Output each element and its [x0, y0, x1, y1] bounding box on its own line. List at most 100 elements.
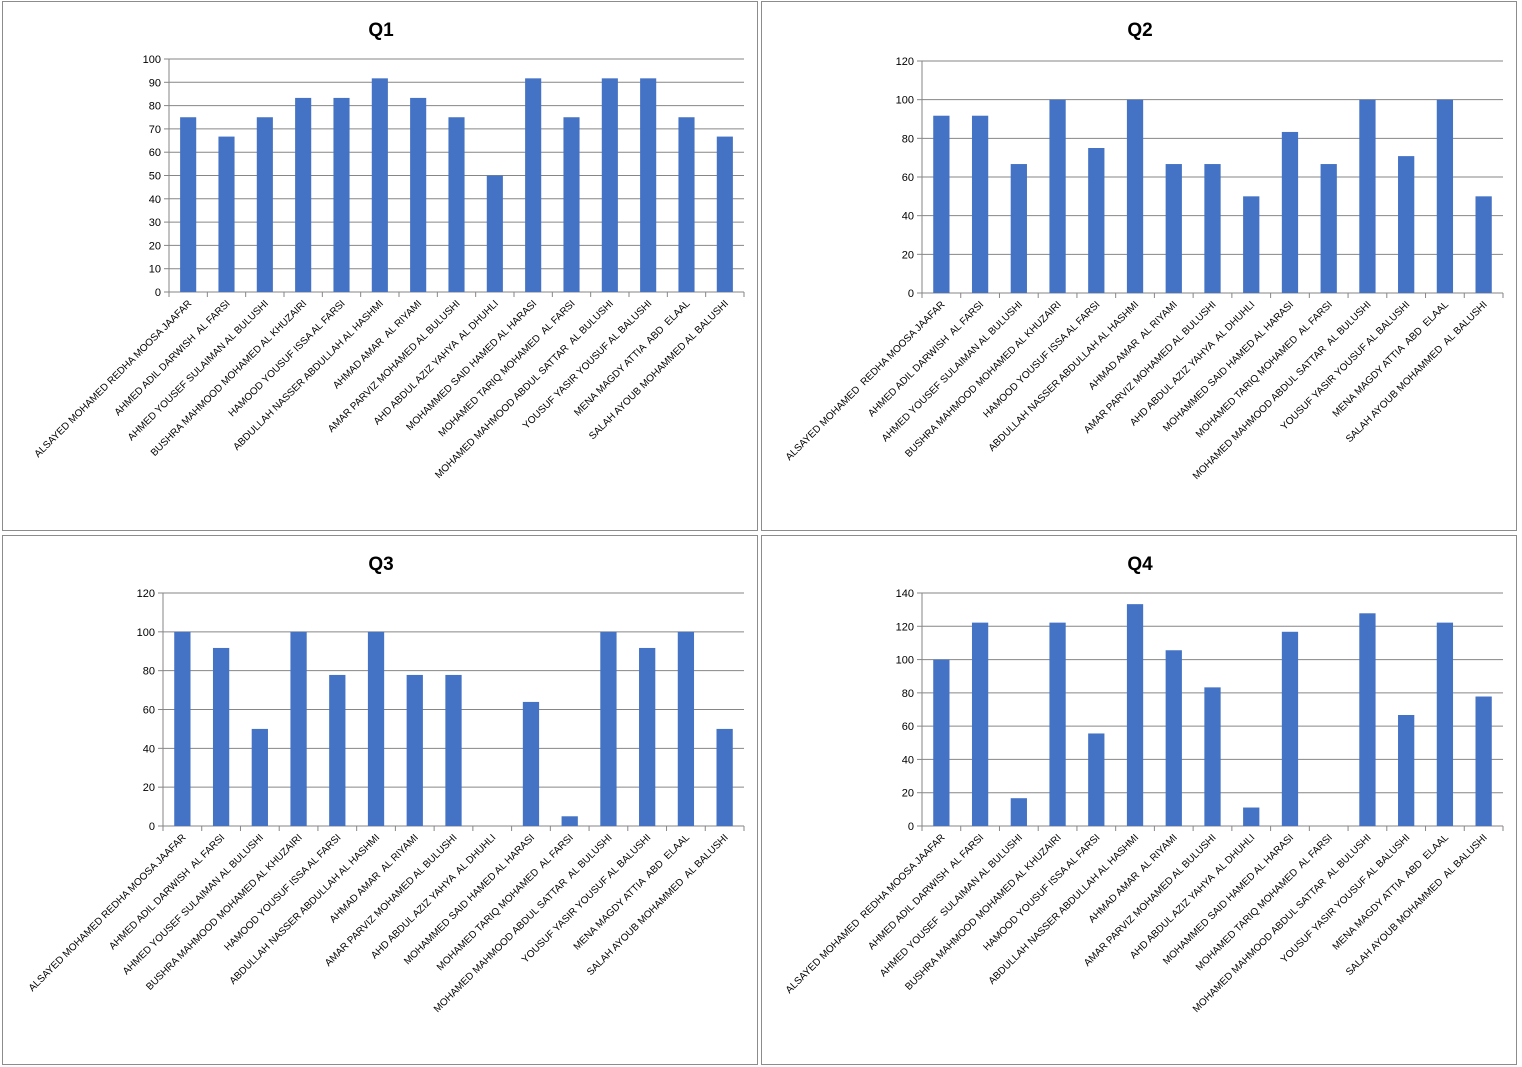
bar [445, 674, 462, 826]
bar [295, 97, 312, 292]
bar [486, 175, 503, 292]
chart-panel-q1: Q1 0 10 20 30 40 50 60 70 80 90 100 ALSAYED MOHAMED … [2, 1, 758, 531]
bar [678, 117, 695, 292]
x-tick-label: MOHAMED MAHMOOD ABDUL SATTAR AL BULUSHI [433, 298, 616, 481]
y-tick-label: 90 [149, 77, 161, 89]
x-tick-label: AHMED YOUSEF SULAIMAN AL BULUSHI [121, 832, 266, 977]
y-tick-label: 20 [149, 240, 161, 252]
y-tick-label: 0 [908, 821, 914, 833]
y-tick-label: 80 [143, 666, 155, 678]
bar [563, 117, 580, 292]
bar [716, 728, 733, 826]
x-tick-label: MOHAMED TARIQ MOHAMED AL FARSI [435, 832, 576, 973]
bar [971, 622, 989, 826]
bar [174, 631, 191, 826]
bar [561, 816, 578, 826]
bar [1320, 164, 1337, 293]
bar [677, 631, 695, 826]
y-tick-label: 80 [149, 101, 161, 113]
bar [1359, 613, 1376, 826]
bar [410, 97, 427, 292]
bar [367, 631, 385, 826]
x-tick-label: MOHAMED MAHMOOD ABDUL SATTAR AL BULUSHI [432, 832, 615, 1015]
x-tick-label: SALAH AYOUB MOHAMMED AL BALUSHI [1344, 299, 1490, 445]
y-tick-label: 0 [149, 821, 155, 833]
bar [180, 117, 197, 292]
x-tick-label: AHMED YOUSEF SULAIMAN AL BULUSHI [126, 298, 271, 443]
bar [1475, 196, 1492, 293]
y-tick-label: 0 [155, 287, 161, 299]
y-tick-label: 60 [902, 172, 914, 184]
bar [1088, 148, 1105, 293]
chart-panel-q4: Q4 0 20 40 60 80 100 120 140 ALSAYED MOHAMED REDH… [761, 535, 1517, 1065]
bar [1049, 622, 1066, 826]
bar [716, 136, 733, 292]
chart-title: Q2 [1127, 20, 1152, 41]
bar [600, 631, 617, 826]
bar [1010, 798, 1027, 826]
bar [1398, 156, 1415, 293]
y-tick-label: 20 [902, 249, 914, 261]
bar [1475, 696, 1492, 826]
y-tick-label: 100 [896, 95, 914, 107]
bar [1165, 164, 1182, 293]
x-tick-label: AHMED YOUSEF SULAIMAN AL BULUSHI [880, 299, 1025, 444]
y-tick-label: 140 [896, 588, 914, 600]
y-tick-label: 20 [902, 788, 914, 800]
bar [406, 674, 423, 826]
bar [639, 647, 656, 826]
x-tick-label: MOHAMED TARIQ MOHAMED AL FARSI [1194, 299, 1335, 440]
y-tick-label: 60 [149, 147, 161, 159]
bar [218, 136, 235, 292]
x-tick-label: AHMED YOUSEF SULAIMAN AL BULUSHI [878, 832, 1025, 979]
chart-title: Q4 [1127, 554, 1153, 575]
bar [640, 78, 657, 293]
y-tick-label: 100 [143, 54, 161, 66]
x-tick-label: ABDULLAH NASSER ABDULLAH AL HASHMI [987, 832, 1141, 986]
chart-panel-q2: Q2 0 20 40 60 80 100 120 ALSAYED MOHAMED REDHA M… [761, 1, 1517, 531]
x-tick-label: MOHAMED MAHMOOD ABDUL SATTAR AL BULUSHI [1191, 832, 1374, 1015]
y-tick-label: 120 [896, 621, 914, 633]
y-tick-label: 40 [143, 743, 155, 755]
bar [1359, 99, 1376, 294]
y-tick-label: 30 [149, 217, 161, 229]
bar [971, 115, 989, 293]
bar [448, 117, 465, 292]
bar [1165, 650, 1182, 826]
bar [371, 78, 388, 293]
x-tick-label: MOHAMED MAHMOOD ABDUL SATTAR AL BULUSHI [1191, 299, 1374, 482]
y-tick-label: 120 [137, 588, 155, 600]
y-tick-label: 80 [902, 133, 914, 145]
y-tick-label: 10 [149, 264, 161, 276]
chart-title: Q3 [368, 554, 393, 575]
x-tick-label: ABDULLAH NASSER ABDULLAH AL HASHMI [987, 299, 1141, 453]
bar [333, 97, 350, 292]
bar [212, 647, 230, 826]
y-tick-label: 40 [902, 754, 914, 766]
bar [1204, 164, 1221, 293]
bar [1281, 631, 1299, 826]
bar [933, 659, 950, 826]
y-tick-label: 60 [902, 721, 914, 733]
y-tick-label: 120 [896, 56, 914, 68]
x-tick-label: SALAH AYOUB MOHAMMED AL BALUSHI [1344, 832, 1490, 978]
bar [290, 631, 307, 826]
bar [601, 78, 618, 293]
bar [1204, 687, 1221, 826]
bar [525, 78, 542, 293]
bar [522, 701, 540, 826]
x-tick-label: MOHAMED TARIQ MOHAMED AL FARSI [1194, 832, 1335, 973]
y-tick-label: 70 [149, 124, 161, 136]
bar [1088, 733, 1105, 826]
bar [1243, 196, 1260, 293]
x-tick-label: MOHAMED TARIQ MOHAMED AL FARSI [437, 298, 578, 439]
bar [329, 674, 346, 826]
bar [256, 117, 273, 292]
x-tick-label: ABDULLAH NASSER ABDULLAH AL HASHMI [228, 832, 382, 986]
bar [1010, 164, 1027, 293]
y-tick-label: 50 [149, 171, 161, 183]
bar [1126, 604, 1144, 826]
